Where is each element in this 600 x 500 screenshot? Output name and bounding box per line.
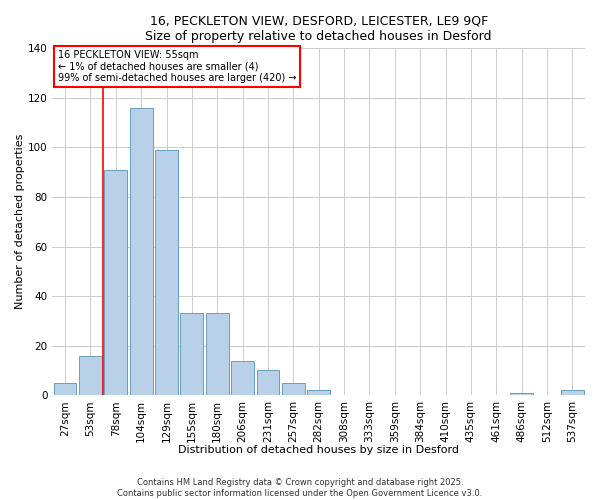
Text: Contains HM Land Registry data © Crown copyright and database right 2025.
Contai: Contains HM Land Registry data © Crown c…: [118, 478, 482, 498]
Y-axis label: Number of detached properties: Number of detached properties: [15, 134, 25, 310]
Bar: [181, 314, 203, 395]
Bar: [231, 360, 254, 395]
Text: 16 PECKLETON VIEW: 55sqm
← 1% of detached houses are smaller (4)
99% of semi-det: 16 PECKLETON VIEW: 55sqm ← 1% of detache…: [58, 50, 296, 84]
Bar: [257, 370, 280, 395]
Bar: [79, 356, 102, 395]
Bar: [206, 314, 229, 395]
Bar: [155, 150, 178, 395]
Bar: [104, 170, 127, 395]
Bar: [307, 390, 330, 395]
Bar: [130, 108, 152, 395]
Bar: [53, 383, 76, 395]
Bar: [561, 390, 584, 395]
Bar: [282, 383, 305, 395]
Title: 16, PECKLETON VIEW, DESFORD, LEICESTER, LE9 9QF
Size of property relative to det: 16, PECKLETON VIEW, DESFORD, LEICESTER, …: [145, 15, 492, 43]
X-axis label: Distribution of detached houses by size in Desford: Distribution of detached houses by size …: [178, 445, 459, 455]
Bar: [510, 393, 533, 395]
